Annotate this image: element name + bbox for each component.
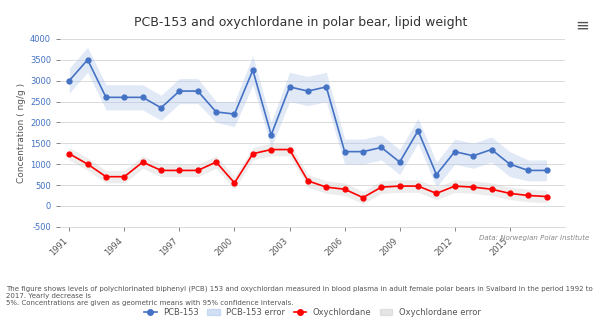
PCB-153 xyxy=(213,110,220,114)
Oxychlordane xyxy=(323,185,330,189)
PCB-153 xyxy=(267,133,275,137)
PCB-153 xyxy=(286,85,293,89)
Oxychlordane xyxy=(396,184,403,188)
Text: ≡: ≡ xyxy=(575,16,589,34)
PCB-153 xyxy=(249,68,257,72)
Oxychlordane xyxy=(66,152,73,156)
Oxychlordane xyxy=(506,191,513,195)
Oxychlordane xyxy=(359,196,367,200)
PCB-153 xyxy=(231,112,238,116)
PCB-153 xyxy=(378,145,385,149)
Oxychlordane xyxy=(488,187,495,191)
Oxychlordane xyxy=(176,168,183,172)
Oxychlordane xyxy=(451,184,459,188)
Oxychlordane xyxy=(213,160,220,164)
Legend: PCB-153, PCB-153 error, Oxychlordane, Oxychlordane error: PCB-153, PCB-153 error, Oxychlordane, Ox… xyxy=(141,305,484,320)
Oxychlordane xyxy=(157,168,165,172)
Oxychlordane xyxy=(231,181,238,185)
PCB-153 xyxy=(543,168,550,172)
Oxychlordane xyxy=(525,193,532,197)
Text: Data: Norwegian Polar Institute: Data: Norwegian Polar Institute xyxy=(479,235,589,241)
PCB-153 xyxy=(176,89,183,93)
PCB-153 xyxy=(102,95,109,99)
PCB-153 xyxy=(506,162,513,166)
Oxychlordane xyxy=(469,185,477,189)
PCB-153 xyxy=(433,173,440,177)
PCB-153 xyxy=(525,168,532,172)
Oxychlordane xyxy=(194,168,201,172)
Oxychlordane xyxy=(286,148,293,152)
PCB-153 xyxy=(84,58,91,62)
Oxychlordane xyxy=(249,152,257,156)
PCB-153 xyxy=(341,150,348,154)
PCB-153 xyxy=(139,95,146,99)
Y-axis label: Concentration ( ng/g ): Concentration ( ng/g ) xyxy=(17,83,26,183)
Oxychlordane xyxy=(139,160,146,164)
Oxychlordane xyxy=(341,187,348,191)
Oxychlordane xyxy=(415,184,422,188)
Line: PCB-153: PCB-153 xyxy=(67,57,549,177)
PCB-153 xyxy=(469,154,477,158)
Text: PCB-153 and oxychlordane in polar bear, lipid weight: PCB-153 and oxychlordane in polar bear, … xyxy=(134,16,467,29)
Oxychlordane xyxy=(121,175,128,179)
Line: Oxychlordane: Oxychlordane xyxy=(67,147,549,200)
Oxychlordane xyxy=(102,175,109,179)
Oxychlordane xyxy=(433,191,440,195)
PCB-153 xyxy=(304,89,311,93)
Oxychlordane xyxy=(304,179,311,183)
Oxychlordane xyxy=(378,185,385,189)
PCB-153 xyxy=(121,95,128,99)
PCB-153 xyxy=(323,85,330,89)
Text: The figure shows levels of polychlorinated biphenyl (PCB) 153 and oxychlordan me: The figure shows levels of polychlorinat… xyxy=(6,285,593,306)
PCB-153 xyxy=(451,150,459,154)
PCB-153 xyxy=(66,79,73,83)
PCB-153 xyxy=(157,106,165,110)
Oxychlordane xyxy=(543,195,550,199)
PCB-153 xyxy=(359,150,367,154)
PCB-153 xyxy=(488,148,495,152)
Oxychlordane xyxy=(267,148,275,152)
PCB-153 xyxy=(396,160,403,164)
PCB-153 xyxy=(415,129,422,133)
PCB-153 xyxy=(194,89,201,93)
Oxychlordane xyxy=(84,162,91,166)
